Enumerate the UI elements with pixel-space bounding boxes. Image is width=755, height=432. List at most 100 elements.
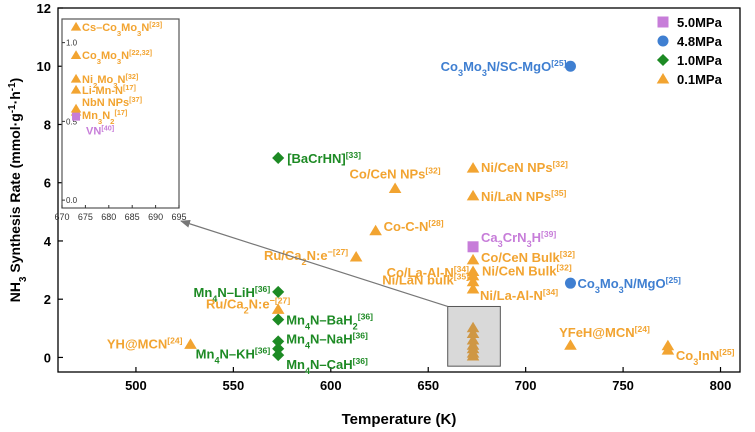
legend-marker-1-0mpa xyxy=(656,53,670,67)
4-8mpa-point xyxy=(564,60,576,72)
inset-label-vn-40: VN[40] xyxy=(86,123,114,138)
y-tick-label: 4 xyxy=(44,234,52,249)
data-label-ni-cen-bulk-32: Ni/CeN Bulk[32] xyxy=(482,263,572,279)
legend-label-4-8mpa: 4.8MPa xyxy=(677,34,723,49)
0-1mpa-point xyxy=(466,283,480,294)
inset-point-ni2mo3n-32 xyxy=(70,73,82,83)
0-1mpa-point xyxy=(661,344,675,355)
data-label-co-la-al-n-34: Co/La-Al-N[34] xyxy=(387,264,470,280)
zoom-indicator xyxy=(180,219,501,367)
inset-x-tick-label: 670 xyxy=(54,212,69,222)
zoom-region-box xyxy=(447,305,501,367)
y-tick-label: 0 xyxy=(44,350,51,365)
x-tick-label: 700 xyxy=(515,378,537,393)
data-label-co3mo3n-sc-mgo-25: Co3Mo3N/SC-MgO[25] xyxy=(441,58,567,78)
x-tick-label: 500 xyxy=(125,378,147,393)
y-tick-label: 12 xyxy=(37,1,51,16)
main-axes: 500 550 600 650 700 750 800 0 2 4 6 8 10 12 xyxy=(37,1,741,393)
0-1mpa-point xyxy=(466,253,480,265)
1-0mpa-point xyxy=(272,285,285,298)
legend-label-5-0mpa: 5.0MPa xyxy=(677,15,723,30)
y-axis-label: NH3 Synthesis Rate (mmol·g-1·h-1) xyxy=(7,78,29,302)
1-0mpa-point xyxy=(272,335,285,348)
0-1mpa-point xyxy=(564,339,577,350)
inset-frame xyxy=(61,18,180,209)
0-1mpa-point xyxy=(271,303,285,314)
data-label-co3mo3n-mgo-25: Co3Mo3N/MgO[25] xyxy=(577,275,681,295)
plot-frame xyxy=(57,7,741,373)
0-1mpa-point xyxy=(388,182,402,194)
y-tick-label: 10 xyxy=(37,59,51,74)
0-1mpa-point xyxy=(466,327,480,339)
inset-point-li-mn-n-17 xyxy=(70,84,82,94)
0-1mpa-point xyxy=(466,349,480,361)
0-1mpa-point xyxy=(349,250,363,262)
inset-label-mn3n2-17: Mn3N2[17] xyxy=(82,107,127,125)
data-label-ni-lan-nps-35: Ni/LaN NPs[35] xyxy=(481,188,566,204)
data-label-mn4n-lih-36: Mn4N–LiH[36] xyxy=(194,284,271,304)
inset-label-li-mn-n-17: Li-Mn-N[17] xyxy=(82,82,136,97)
inset-label-cs-co3mo3n-23: Cs–Co3Mo3N[23] xyxy=(82,19,162,37)
data-label-mn4n-nah-36: Mn4N–NaH[36] xyxy=(286,330,368,350)
1-0mpa-point xyxy=(272,342,285,355)
inset-point-vn-40 xyxy=(72,112,81,121)
data-label-co-cen-bulk-32: Co/CeN Bulk[32] xyxy=(481,249,575,265)
legend-label-1-0mpa: 1.0MPa xyxy=(677,53,723,68)
0-1mpa-point xyxy=(466,162,480,173)
inset-y-tick-label: 0.5 xyxy=(66,117,78,126)
data-label-mn4n-cah-36: Mn4N–CaH[36] xyxy=(286,356,368,376)
inset-x-tick-label: 695 xyxy=(171,212,186,222)
0-1mpa-point xyxy=(466,189,480,201)
x-tick-label: 600 xyxy=(320,378,342,393)
0-1mpa-point xyxy=(466,275,480,287)
zoom-arrow xyxy=(180,219,448,308)
legend-marker-0-1mpa xyxy=(656,73,670,84)
data-label-bacrhn-33: [BaCrHN][33] xyxy=(287,150,361,166)
5-0mpa-point xyxy=(467,241,479,253)
inset-y-tick-label: 1.0 xyxy=(66,39,78,48)
x-axis-label: Temperature (K) xyxy=(342,411,457,428)
data-label-ca3crn3h-39: Ca3CrN3H[39] xyxy=(481,229,556,249)
data-label-ru-ca2n-e-27: Ru/Ca2N:e−[27] xyxy=(206,295,290,315)
main-labels: Ca3CrN3H[39] Co3Mo3N/SC-MgO[25] Co3Mo3N/Mg… xyxy=(107,58,735,376)
inset-label-nbn-nps-37: NbN NPs[37] xyxy=(82,94,142,109)
0-1mpa-point xyxy=(466,321,480,333)
x-tick-label: 650 xyxy=(417,378,439,393)
1-0mpa-point xyxy=(272,151,285,165)
4-8mpa-point xyxy=(564,277,576,289)
inset-point-cs-co3mo3n-23 xyxy=(70,21,82,31)
x-tick-label: 750 xyxy=(612,378,634,393)
y-tick-label: 6 xyxy=(44,176,51,191)
data-label-co-c-n-28: Co-C-N[28] xyxy=(384,218,444,234)
inset-x-tick-label: 680 xyxy=(101,212,116,222)
inset-label-co3mo3n-22-32: Co3Mo3N[22,32] xyxy=(82,48,152,66)
data-label-ni-la-al-n-34: Ni/La-Al-N[34] xyxy=(480,287,558,303)
inset-y-tick-label: 0.0 xyxy=(66,196,78,205)
0-1mpa-point xyxy=(466,269,480,281)
data-label-yh-mcn-24: YH@MCN[24] xyxy=(107,335,183,351)
data-label-co-cen-nps-32: Co/CeN NPs[32] xyxy=(350,166,441,182)
inset-point-co3mo3n-22-32 xyxy=(70,50,82,59)
legend-marker-5-0mpa xyxy=(657,16,669,28)
x-tick-label: 800 xyxy=(710,378,732,393)
y-tick-label: 8 xyxy=(44,117,51,132)
y-tick-label: 2 xyxy=(44,292,51,307)
main-points xyxy=(184,60,675,362)
legend: 5.0MPa 4.8MPa 1.0MPa 0.1MPa xyxy=(656,15,723,87)
legend-marker-4-8mpa xyxy=(657,35,669,47)
data-label-ru-ca2n-e-27: Ru/Ca2N:e−[27] xyxy=(264,247,348,267)
data-label-co3inn-25: Co3InN[25] xyxy=(676,347,735,367)
legend-label-0-1mpa: 0.1MPa xyxy=(677,72,723,87)
inset-chart: 670 675 680 685 690 695 0.0 0.5 1.0 Cs–Co3Mo3N[23… xyxy=(54,18,187,222)
0-1mpa-point xyxy=(369,224,382,236)
0-1mpa-point xyxy=(184,338,197,349)
1-0mpa-point xyxy=(272,313,285,326)
data-label-yfeh-mcn-24: YFeH@MCN[24] xyxy=(559,324,650,340)
inset-label-ni2mo3n-32: Ni2Mo3N[32] xyxy=(82,71,138,89)
data-label-ni-cen-nps-32: Ni/CeN NPs[32] xyxy=(481,159,568,175)
inset-x-tick-label: 685 xyxy=(125,212,140,222)
data-label-ni-lan-bulk-35: Ni/LaN bulk[35] xyxy=(382,272,469,288)
inset-x-tick-label: 690 xyxy=(148,212,163,222)
data-label-mn4n-kh-36: Mn4N–KH[36] xyxy=(196,346,271,366)
